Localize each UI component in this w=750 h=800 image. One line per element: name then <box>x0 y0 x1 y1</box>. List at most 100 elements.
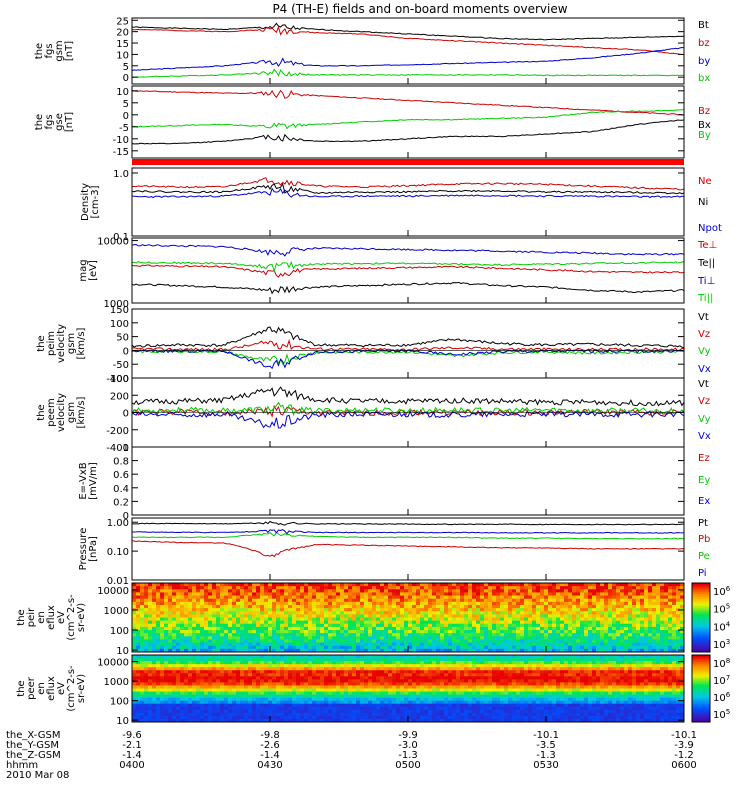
heatmap-cell <box>520 664 525 668</box>
heatmap-cell <box>268 661 273 665</box>
heatmap-cell <box>480 679 485 683</box>
heatmap-cell <box>568 608 573 612</box>
heatmap-cell <box>148 617 153 622</box>
heatmap-cell <box>440 589 445 593</box>
heatmap-cell <box>508 595 513 600</box>
heatmap-cell <box>460 673 465 677</box>
heatmap-cell <box>256 626 261 631</box>
heatmap-cell <box>208 664 213 668</box>
heatmap-cell <box>584 688 589 692</box>
heatmap-cell <box>492 601 497 606</box>
heatmap-cell <box>560 608 565 612</box>
heatmap-cell <box>556 630 561 634</box>
colorbar-segment <box>692 588 710 591</box>
heatmap-cell <box>272 630 277 634</box>
heatmap-cell <box>388 620 393 625</box>
heatmap-cell <box>192 670 197 674</box>
heatmap-cell <box>564 636 569 640</box>
heatmap-cell <box>292 664 297 668</box>
heatmap-cell <box>664 598 669 603</box>
heatmap-cell <box>484 633 489 637</box>
heatmap-cell <box>168 658 173 662</box>
heatmap-cell <box>640 658 645 662</box>
heatmap-cell <box>192 658 197 662</box>
heatmap-cell <box>644 673 649 677</box>
y-axis-label: the fgs gse [nT] <box>34 112 75 132</box>
heatmap-cell <box>276 676 281 680</box>
heatmap-cell <box>260 676 265 680</box>
heatmap-cell <box>620 673 625 677</box>
heatmap-cell <box>396 688 401 692</box>
heatmap-cell <box>508 682 513 686</box>
heatmap-cell <box>472 617 477 622</box>
heatmap-cell <box>560 598 565 603</box>
heatmap-cell <box>448 639 453 643</box>
heatmap-cell <box>560 611 565 615</box>
heatmap-cell <box>644 661 649 665</box>
heatmap-cell <box>592 642 597 647</box>
heatmap-cell <box>480 598 485 603</box>
heatmap-cell <box>296 645 301 650</box>
heatmap-cell <box>676 648 681 653</box>
heatmap-cell <box>628 639 633 643</box>
legend-entry: Bt <box>698 20 709 31</box>
heatmap-cell <box>576 639 581 643</box>
heatmap-cell <box>624 604 629 609</box>
heatmap-cell <box>228 685 233 689</box>
heatmap-cell <box>380 620 385 625</box>
heatmap-cell <box>376 583 381 587</box>
heatmap-cell <box>424 583 429 587</box>
heatmap-cell <box>568 626 573 631</box>
heatmap-cell <box>508 645 513 650</box>
heatmap-cell <box>676 633 681 637</box>
heatmap-cell <box>508 676 513 680</box>
heatmap-cell <box>560 673 565 677</box>
heatmap-cell <box>428 583 433 587</box>
heatmap-cell <box>152 592 157 596</box>
heatmap-cell <box>480 617 485 622</box>
heatmap-cell <box>208 688 213 692</box>
heatmap-cell <box>668 642 673 647</box>
heatmap-cell <box>468 589 473 593</box>
heatmap-cell <box>464 645 469 650</box>
heatmap-cell <box>436 589 441 593</box>
heatmap-cell <box>644 601 649 606</box>
heatmap-cell <box>668 673 673 677</box>
heatmap-cell <box>160 673 165 677</box>
heatmap-cell <box>132 682 137 686</box>
heatmap-cell <box>636 589 641 593</box>
heatmap-cell <box>424 636 429 640</box>
heatmap-cell <box>284 601 289 606</box>
heatmap-cell <box>676 601 681 606</box>
heatmap-cell <box>188 589 193 593</box>
heatmap-cell <box>416 608 421 612</box>
heatmap-cell <box>676 614 681 618</box>
heatmap-cell <box>568 676 573 680</box>
heatmap-cell <box>604 592 609 596</box>
heatmap-cell <box>492 620 497 625</box>
heatmap-cell <box>344 648 349 653</box>
heatmap-cell <box>580 608 585 612</box>
heatmap-cell <box>432 667 437 671</box>
heatmap-cell <box>384 682 389 686</box>
heatmap-cell <box>180 586 185 590</box>
heatmap-cell <box>196 589 201 593</box>
heatmap-cell <box>276 617 281 622</box>
heatmap-cell <box>540 592 545 596</box>
heatmap-cell <box>424 608 429 612</box>
heatmap-cell <box>504 636 509 640</box>
heatmap-cell <box>472 623 477 628</box>
heatmap-cell <box>180 598 185 603</box>
heatmap-cell <box>428 667 433 671</box>
heatmap-cell <box>236 623 241 628</box>
heatmap-cell <box>184 648 189 653</box>
heatmap-cell <box>476 630 481 634</box>
heatmap-cell <box>220 583 225 587</box>
heatmap-cell <box>640 611 645 615</box>
heatmap-cell <box>488 604 493 609</box>
heatmap-cell <box>548 604 553 609</box>
heatmap-cell <box>340 642 345 647</box>
heatmap-cell <box>396 617 401 622</box>
heatmap-cell <box>468 604 473 609</box>
heatmap-cell <box>460 667 465 671</box>
